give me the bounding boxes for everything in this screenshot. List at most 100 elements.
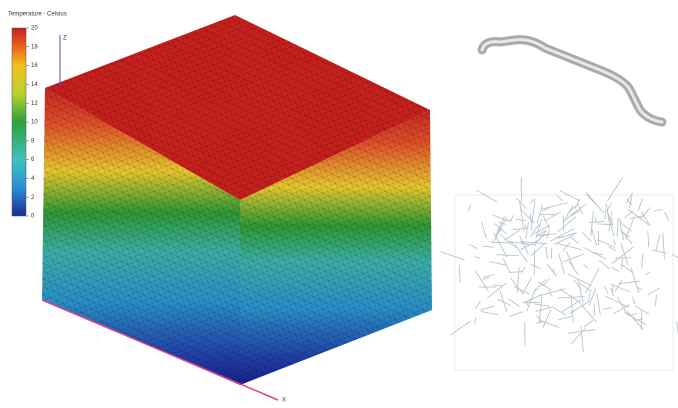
fiber <box>563 243 570 251</box>
fiber <box>546 246 548 259</box>
fiber <box>503 258 510 273</box>
cube <box>42 15 432 385</box>
fiber <box>599 260 610 269</box>
fiber <box>531 264 541 269</box>
colorbar-tick-label: 4 <box>31 176 35 182</box>
fiber <box>584 247 606 259</box>
fiber <box>586 269 599 293</box>
colorbar-tick-label: 0 <box>31 214 35 220</box>
fiber <box>614 239 616 245</box>
fiber <box>496 255 519 256</box>
fiber <box>549 290 552 297</box>
z-axis-label: Z <box>63 36 67 42</box>
fiber <box>510 272 522 273</box>
fiber <box>475 317 476 324</box>
fiber <box>606 204 609 222</box>
fiber <box>626 218 634 239</box>
fiber <box>574 280 582 289</box>
fiber <box>560 289 578 301</box>
fiber <box>490 262 507 266</box>
fiber <box>655 295 656 306</box>
fiber <box>500 234 516 248</box>
fiber <box>607 177 622 200</box>
fiber <box>624 211 633 218</box>
fiber <box>481 312 499 315</box>
fiber <box>653 209 662 211</box>
fiber <box>474 256 480 258</box>
fiber <box>605 296 629 308</box>
fiber <box>532 200 535 222</box>
fiber <box>440 252 464 260</box>
colorbar <box>12 28 26 216</box>
fiber <box>583 265 588 268</box>
fiber <box>589 289 596 306</box>
fiber <box>522 267 525 273</box>
fiber <box>611 284 631 292</box>
fiber <box>558 317 572 320</box>
fiber <box>663 233 665 260</box>
fiber <box>523 277 531 292</box>
colorbar-tick-label: 16 <box>31 63 38 69</box>
fiber <box>557 195 563 201</box>
colorbar-tick-label: 10 <box>31 120 38 126</box>
fiber <box>475 301 480 309</box>
fiber <box>631 268 639 293</box>
colorbar-tick-label: 18 <box>31 44 38 50</box>
fiber <box>563 254 584 262</box>
fiber <box>648 288 660 295</box>
fiber <box>476 190 497 202</box>
fiber <box>582 233 591 242</box>
figure: Z X Temperature - Celsius 02468101214161… <box>0 0 678 408</box>
fiber <box>620 229 631 244</box>
fiber <box>588 293 590 302</box>
fiber <box>571 328 586 344</box>
fiber <box>534 304 550 307</box>
fiber <box>638 198 643 211</box>
x-axis-label: X <box>282 398 286 404</box>
fiber <box>469 244 478 249</box>
fiber <box>611 267 618 271</box>
fiber <box>645 272 651 275</box>
fiber <box>656 235 660 251</box>
fiber <box>584 320 593 327</box>
fiber <box>504 230 520 241</box>
fiber <box>514 286 529 294</box>
fiber <box>622 258 623 269</box>
fiber <box>483 275 495 278</box>
fiber <box>571 295 573 322</box>
tube <box>482 40 662 122</box>
fiber <box>526 222 529 239</box>
colorbar-tick-label: 12 <box>31 101 38 107</box>
fiber <box>480 306 494 310</box>
fiber <box>544 212 561 221</box>
fiber <box>482 246 494 247</box>
fiber <box>475 270 488 291</box>
fiber <box>635 306 649 315</box>
fiber <box>597 293 600 314</box>
fiber <box>615 280 622 292</box>
colorbar-tick-label: 6 <box>31 157 35 163</box>
colorbar-title: Temperature - Celsius <box>8 12 67 18</box>
fiber <box>597 240 615 248</box>
fiber <box>520 236 529 254</box>
fiber <box>578 203 583 214</box>
colorbar-tick-label: 8 <box>31 138 35 144</box>
fiber <box>481 222 486 239</box>
fiber <box>459 265 460 283</box>
fiber <box>619 281 641 284</box>
colorbar-tick-label: 20 <box>31 26 38 32</box>
fiber <box>642 254 643 268</box>
fiber <box>617 218 618 237</box>
fiber <box>605 287 608 293</box>
fiber <box>605 209 606 219</box>
colorbar-tick-label: 14 <box>31 82 38 88</box>
fiber <box>543 310 551 328</box>
fiber <box>468 205 471 212</box>
fiber <box>587 195 604 213</box>
fiber <box>569 261 578 275</box>
fiber <box>602 308 612 310</box>
fiber <box>509 312 523 317</box>
fiber <box>620 218 623 234</box>
fiber <box>571 238 578 244</box>
fiber <box>641 212 650 226</box>
